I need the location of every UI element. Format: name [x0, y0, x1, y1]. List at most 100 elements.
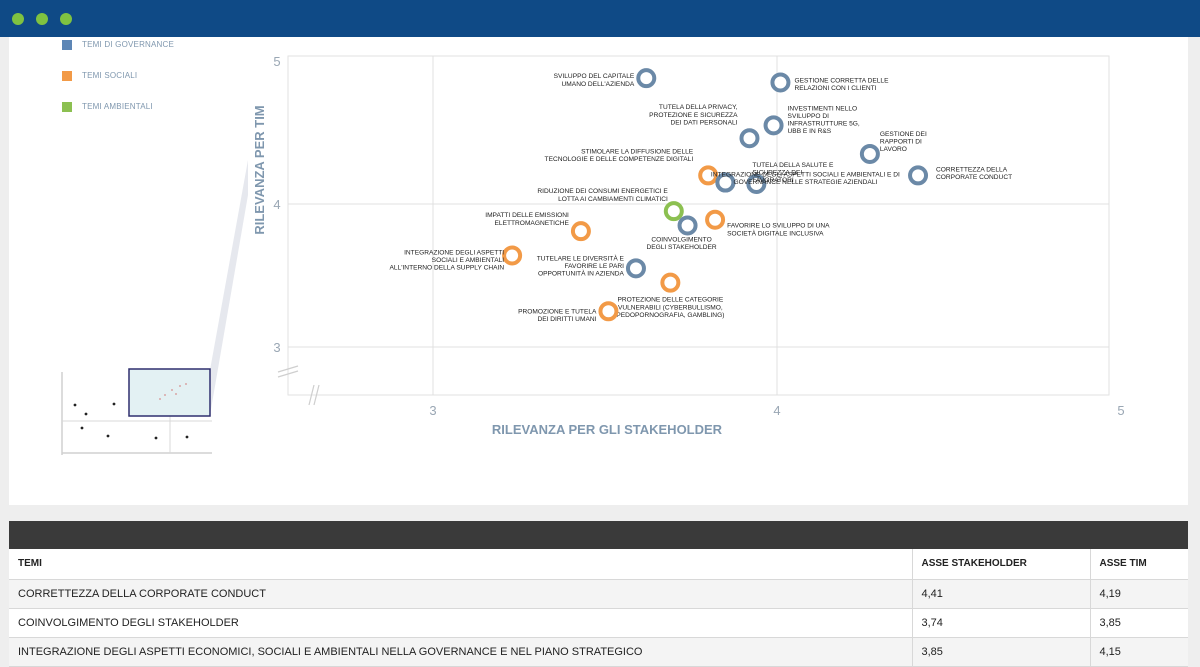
x-tick-label: 5	[1117, 403, 1124, 418]
cell-asse-stakeholder: 4,41	[912, 579, 1091, 609]
minimap-point	[171, 389, 173, 391]
minimap-point	[73, 403, 77, 407]
axis-break-marks	[277, 365, 320, 406]
data-table: TEMI ASSE STAKEHOLDER ASSE TIM CORRETTEZ…	[9, 549, 1188, 667]
cell-tema: INTEGRAZIONE DEGLI ASPETTI ECONOMICI, SO…	[9, 637, 913, 667]
data-point-label: PROMOZIONE E TUTELA DEI DIRITTI UMANI	[518, 308, 597, 323]
data-point-marker[interactable]	[598, 301, 619, 322]
minimap-point	[112, 402, 116, 406]
data-point[interactable]: RIDUZIONE DEI CONSUMI ENERGETICI E LOTTA …	[537, 188, 684, 222]
legend-label-governance: TEMI DI GOVERNANCE	[82, 40, 175, 49]
data-point-marker[interactable]	[770, 72, 791, 93]
data-point-marker[interactable]	[636, 68, 657, 89]
data-point-label: INTEGRAZIONE DEGLI ASPETTI SOCIALI E AMB…	[711, 172, 900, 187]
window-titlebar	[0, 0, 1200, 37]
x-tick-label: 3	[429, 403, 436, 418]
data-point-marker[interactable]	[859, 143, 880, 164]
data-points: SVILUPPO DEL CAPITALE UMANO DELL'AZIENDA G…	[389, 68, 1012, 323]
table-row[interactable]: INTEGRAZIONE DEGLI ASPETTI ECONOMICI, SO…	[9, 637, 1188, 667]
column-header-asse-stakeholder[interactable]: ASSE STAKEHOLDER	[912, 549, 1091, 580]
x-tick-label: 4	[773, 403, 780, 418]
data-point-marker[interactable]	[677, 215, 698, 236]
window-close-dot[interactable]	[12, 13, 24, 25]
data-point-label: PROTEZIONE DELLE CATEGORIE VULNERABILI (C…	[616, 297, 724, 319]
minimap-point	[175, 393, 177, 395]
scatter-chart: 3 4 5 5 4 3 RILEVANZA PER GLI STAKEHOLDER RIL…	[61, 54, 1125, 455]
data-point-marker[interactable]	[625, 258, 646, 279]
window-minimize-dot[interactable]	[36, 13, 48, 25]
data-point-marker[interactable]	[908, 165, 929, 186]
data-point[interactable]: INTEGRAZIONE DEGLI ASPETTI SOCIALI E AMB…	[711, 172, 900, 193]
cell-tema: COINVOLGIMENTO DEGLI STAKEHOLDER	[9, 608, 913, 638]
data-point-marker[interactable]	[663, 201, 684, 222]
plot-area	[287, 55, 1110, 396]
data-point-marker[interactable]	[746, 173, 767, 194]
minimap-point	[80, 426, 84, 430]
minimap-point	[185, 383, 187, 385]
data-point-label: TUTELA DELLA PRIVACY, PROTEZIONE E SICURE…	[649, 104, 738, 126]
data-point[interactable]: INVESTIMENTI NELLO SVILUPPO DI INFRASTRUTT…	[763, 105, 860, 136]
data-point-label: SVILUPPO DEL CAPITALE UMANO DELL'AZIENDA	[554, 73, 635, 88]
data-point-marker[interactable]	[698, 165, 719, 186]
table-header-bar	[9, 521, 1188, 549]
chart-minimap	[61, 160, 248, 455]
data-point[interactable]: INTEGRAZIONE DEGLI ASPETTI SOCIALI E AMBI…	[389, 245, 523, 272]
data-point[interactable]: FAVORIRE LO SVILUPPO DI UNA SOCIETÀ DIGIT…	[705, 209, 830, 238]
data-point-label: RIDUZIONE DEI CONSUMI ENERGETICI E LOTTA …	[537, 188, 668, 203]
data-point[interactable]: GESTIONE DEI RAPPORTI DI LAVORO	[859, 131, 927, 164]
data-point-label: GESTIONE DEI RAPPORTI DI LAVORO	[880, 131, 927, 153]
data-point-marker[interactable]	[715, 172, 736, 193]
data-point[interactable]: PROMOZIONE E TUTELA DEI DIRITTI UMANI	[518, 301, 619, 323]
minimap-point	[185, 435, 189, 439]
data-point[interactable]: COINVOLGIMENTO DEGLI STAKEHOLDER	[646, 215, 717, 251]
axis-break-mark	[308, 384, 315, 406]
legend-label-sociali: TEMI SOCIALI	[82, 71, 138, 80]
data-point-marker[interactable]	[502, 245, 523, 266]
cell-asse-tim: 4,19	[1090, 579, 1188, 609]
table-row[interactable]: COINVOLGIMENTO DEGLI STAKEHOLDER 3,74 3,…	[9, 608, 1188, 638]
data-point[interactable]: TUTELA DELLA PRIVACY, PROTEZIONE E SICURE…	[649, 104, 760, 149]
y-axis-label: RILEVANZA PER TIM	[252, 105, 267, 234]
data-point-marker[interactable]	[660, 272, 681, 293]
data-point-marker[interactable]	[739, 128, 760, 149]
legend-swatch-sociali	[62, 71, 72, 81]
chart-grid	[288, 56, 1109, 395]
table-row[interactable]: CORRETTEZZA DELLA CORPORATE CONDUCT 4,41…	[9, 579, 1188, 609]
cell-asse-stakeholder: 3,74	[912, 608, 1091, 638]
axis-break-mark	[313, 384, 320, 406]
data-point[interactable]: TUTELA DELLA SALUTE E SICUREZZA DEI LAVORA…	[746, 162, 834, 194]
minimap-point	[159, 398, 161, 400]
legend-swatch-ambientali	[62, 102, 72, 112]
column-header-asse-tim[interactable]: ASSE TIM	[1090, 549, 1188, 580]
data-point-label: IMPATTI DELLE EMISSIONI ELETTROMAGNETICHE	[485, 212, 569, 227]
data-point[interactable]: STIMOLARE LA DIFFUSIONE DELLE TECNOLOGIE …	[545, 148, 719, 186]
table-header-row: TEMI ASSE STAKEHOLDER ASSE TIM	[9, 549, 1188, 580]
data-point-marker[interactable]	[570, 221, 591, 242]
cell-tema: CORRETTEZZA DELLA CORPORATE CONDUCT	[9, 579, 913, 609]
data-point[interactable]: PROTEZIONE DELLE CATEGORIE VULNERABILI (C…	[616, 272, 724, 319]
minimap-point	[154, 436, 158, 440]
data-point[interactable]: IMPATTI DELLE EMISSIONI ELETTROMAGNETICHE	[485, 212, 591, 242]
column-header-temi[interactable]: TEMI	[9, 549, 913, 580]
window-maximize-dot[interactable]	[60, 13, 72, 25]
cell-asse-tim: 4,15	[1090, 637, 1188, 667]
data-point[interactable]: TUTELARE LE DIVERSITÀ E FAVORIRE LE PARI O…	[537, 253, 646, 279]
data-point-label: FAVORIRE LO SVILUPPO DI UNA SOCIETÀ DIGIT…	[727, 223, 830, 238]
data-point[interactable]: GESTIONE CORRETTA DELLE RELAZIONI CON I C…	[770, 72, 889, 93]
data-point[interactable]: CORRETTEZZA DELLA CORPORATE CONDUCT	[908, 165, 1012, 186]
data-point[interactable]: SVILUPPO DEL CAPITALE UMANO DELL'AZIENDA	[554, 68, 657, 89]
minimap-point	[164, 394, 166, 396]
x-axis-label: RILEVANZA PER GLI STAKEHOLDER	[492, 422, 723, 437]
data-point-label: GESTIONE CORRETTA DELLE RELAZIONI CON I C…	[794, 77, 889, 92]
cell-asse-tim: 3,85	[1090, 608, 1188, 638]
data-point-marker[interactable]	[705, 209, 726, 230]
minimap-viewport[interactable]	[128, 368, 211, 417]
axis-break-mark	[277, 370, 299, 378]
cell-asse-stakeholder: 3,85	[912, 637, 1091, 667]
y-tick-label: 3	[273, 340, 280, 355]
data-point-label: INTEGRAZIONE DEGLI ASPETTI SOCIALI E AMBI…	[389, 249, 504, 271]
axis-break-mark	[277, 365, 299, 373]
data-point-label: TUTELA DELLA SALUTE E SICUREZZA DEI LAVORA…	[752, 162, 834, 184]
legend-swatch-governance	[62, 40, 72, 50]
data-point-marker[interactable]	[763, 115, 784, 136]
